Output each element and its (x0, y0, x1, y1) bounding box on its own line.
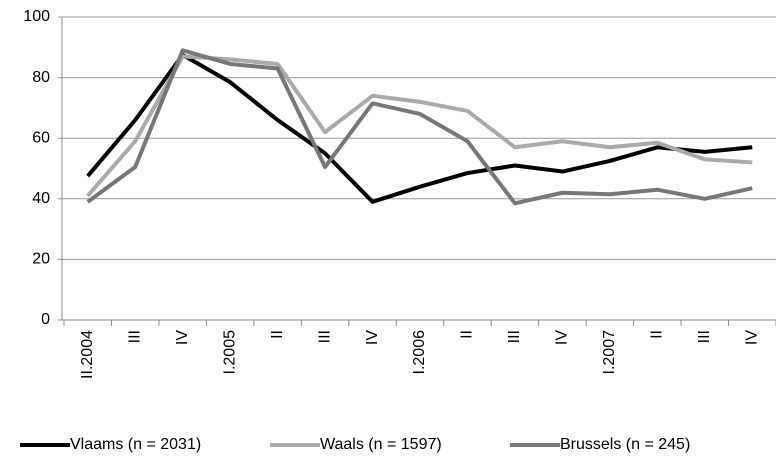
y-tick-label: 80 (32, 69, 50, 86)
legend-label: Vlaams (n = 2031) (70, 436, 201, 453)
x-tick-label: I.2007 (601, 330, 618, 375)
x-tick-label: IV (174, 330, 191, 345)
series-line (86, 48, 753, 206)
y-tick-label: 0 (41, 311, 50, 328)
y-tick-label: 60 (32, 129, 50, 146)
legend-label: Waals (n = 1597) (320, 436, 442, 453)
x-tick-label: I.2006 (411, 330, 428, 375)
x-tick-label: II (459, 330, 476, 339)
x-tick-label: III (316, 330, 333, 343)
y-tick-label: 40 (32, 190, 50, 207)
x-tick-label: II.2004 (79, 330, 96, 379)
y-tick-label: 20 (32, 251, 50, 268)
x-tick-label: IV (554, 330, 571, 345)
x-tick-label: III (696, 330, 713, 343)
x-tick-label: III (126, 330, 143, 343)
x-tick-label: I.2005 (221, 330, 238, 375)
y-tick-label: 100 (23, 8, 50, 25)
legend-label: Brussels (n = 245) (560, 436, 690, 453)
x-tick-label: III (506, 330, 523, 343)
x-tick-label: II (269, 330, 286, 339)
series-line (86, 52, 753, 204)
x-tick-label: IV (364, 330, 381, 345)
x-tick-label: II (649, 330, 666, 339)
series-line (86, 54, 753, 198)
x-tick-label: IV (743, 330, 760, 345)
